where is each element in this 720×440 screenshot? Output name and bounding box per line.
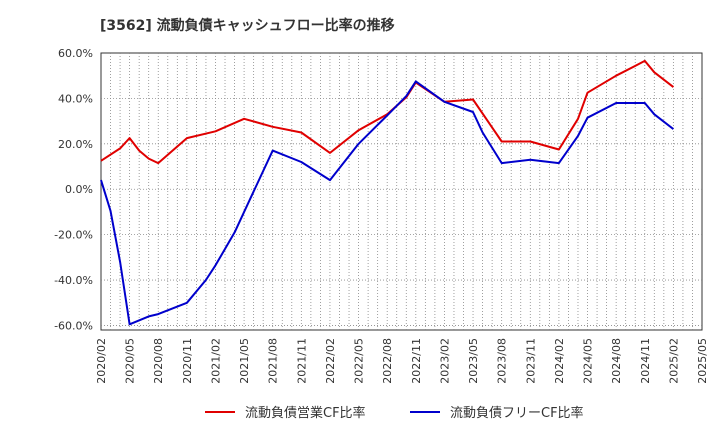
x-tick-label: 2022/11	[410, 338, 423, 384]
x-tick-label: 2020/08	[152, 338, 165, 384]
x-tick-label: 2023/02	[438, 338, 451, 384]
x-tick-label: 2024/08	[610, 338, 623, 384]
x-tick-label: 2020/11	[181, 338, 194, 384]
plot-frame	[100, 52, 703, 331]
x-tick-label: 2023/11	[524, 338, 537, 384]
x-tick-label: 2023/05	[467, 338, 480, 384]
legend-label-1: 流動負債営業CF比率	[245, 405, 366, 421]
x-tick-label: 2022/05	[353, 338, 366, 384]
x-tick-label: 2021/05	[238, 338, 251, 384]
x-tick-label: 2021/08	[267, 338, 280, 384]
x-tick-label: 2020/02	[95, 338, 108, 384]
legend-label-2: 流動負債フリーCF比率	[450, 405, 584, 421]
y-tick-label: -20.0%	[54, 229, 93, 242]
x-tick-label: 2022/08	[381, 338, 394, 384]
chart-title: [3562] 流動負債キャッシュフロー比率の推移	[100, 17, 395, 34]
x-tick-label: 2025/02	[667, 338, 680, 384]
x-tick-label: 2020/05	[124, 338, 137, 384]
x-tick-label: 2023/08	[496, 338, 509, 384]
series-line-2	[100, 80, 675, 326]
x-tick-label: 2024/05	[582, 338, 595, 384]
x-tick-label: 2022/02	[324, 338, 337, 384]
y-tick-label: 0.0%	[65, 183, 93, 196]
y-tick-label: -60.0%	[54, 319, 93, 332]
y-tick-label: 60.0%	[58, 47, 93, 60]
y-tick-label: -40.0%	[54, 274, 93, 287]
plot-area: 60.0%40.0%20.0%0.0%-20.0%-40.0%-60.0%202…	[54, 47, 709, 384]
x-tick-label: 2021/02	[209, 338, 222, 384]
y-tick-label: 40.0%	[58, 92, 93, 105]
x-tick-label: 2021/11	[295, 338, 308, 384]
x-tick-label: 2024/02	[553, 338, 566, 384]
y-tick-label: 20.0%	[58, 138, 93, 151]
legend: 流動負債営業CF比率 流動負債フリーCF比率	[205, 405, 584, 421]
x-tick-label: 2025/05	[696, 338, 709, 384]
x-tick-label: 2024/11	[639, 338, 652, 384]
